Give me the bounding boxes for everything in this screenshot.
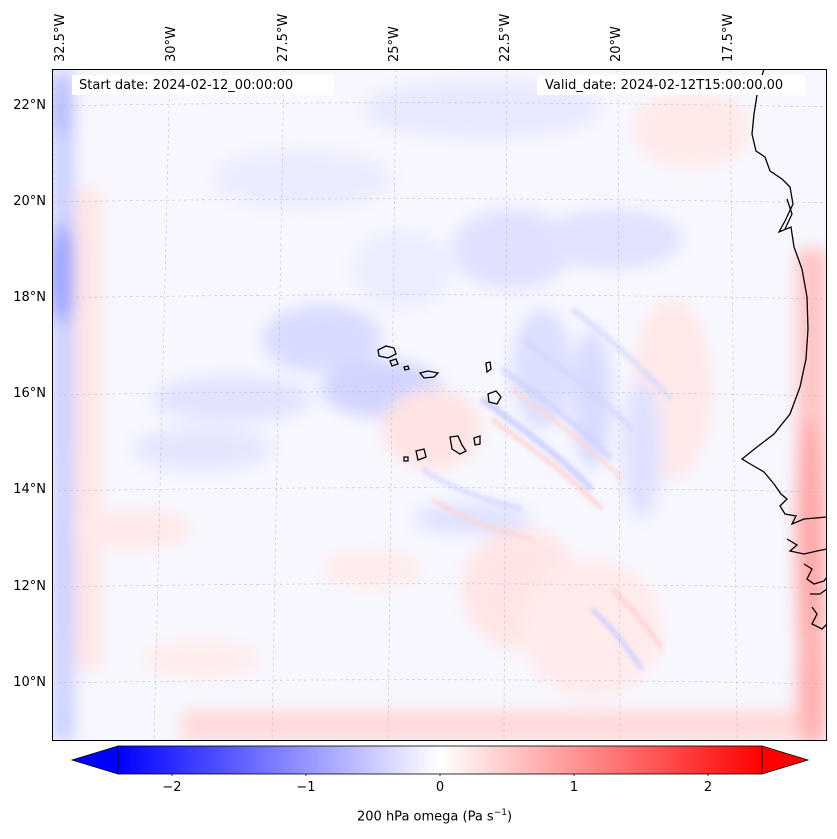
omega-field xyxy=(52,69,827,741)
lon-label-20w: 20°W xyxy=(609,26,624,62)
colorbar-title-end: ) xyxy=(506,809,513,825)
lon-label-22-5w: 22.5°W xyxy=(498,13,513,62)
island-santa-luzia xyxy=(403,365,410,371)
lat-label-22n: 22°N xyxy=(13,98,46,113)
cape-verde-islands xyxy=(377,345,502,462)
colorbar-body xyxy=(117,745,763,775)
lat-label-14n: 14°N xyxy=(13,482,46,497)
island-sal xyxy=(485,361,492,374)
map-frame xyxy=(52,69,827,741)
coastline xyxy=(740,69,827,630)
colorbar-tick-label: −1 xyxy=(296,780,316,795)
colorbar-extend-low xyxy=(70,745,119,775)
lon-label-25w: 25°W xyxy=(387,26,402,62)
valid-date-label: Valid_date: 2024-02-12T15:00:00.00 xyxy=(545,78,784,93)
colorbar-title-main: 200 hPa omega (Pa s xyxy=(357,809,494,825)
lat-label-20n: 20°N xyxy=(13,194,46,209)
island-fogo xyxy=(415,448,427,461)
colorbar-extend-high xyxy=(761,745,810,775)
island-sao-vicente xyxy=(389,358,399,367)
lat-label-18n: 18°N xyxy=(13,290,46,305)
colorbar-title: 200 hPa omega (Pa s−1) xyxy=(357,808,512,824)
colorbar-tick-label: 2 xyxy=(703,780,713,795)
lat-label-10n: 10°N xyxy=(13,675,46,690)
island-brava xyxy=(403,456,409,462)
island-santiago xyxy=(449,435,467,455)
colorbar xyxy=(70,745,810,776)
map-panel xyxy=(52,69,827,741)
colorbar-tick-label: 0 xyxy=(435,780,445,795)
colorbar-tick-label: 1 xyxy=(569,780,579,795)
island-maio xyxy=(473,435,481,446)
lon-label-27-5w: 27.5°W xyxy=(276,13,291,62)
lon-label-17-5w: 17.5°W xyxy=(721,13,736,62)
colorbar-title-exponent: −1 xyxy=(493,808,507,818)
valid-date-box xyxy=(537,75,805,95)
island-santo-antao xyxy=(377,345,397,359)
lon-label-32-5w: 32.5°W xyxy=(53,13,68,62)
lon-label-30w: 30°W xyxy=(164,26,179,62)
island-sao-nicolau xyxy=(418,370,440,379)
colorbar-tick-label: −2 xyxy=(162,780,182,795)
start-date-label: Start date: 2024-02-12_00:00:00 xyxy=(79,78,294,93)
lat-label-16n: 16°N xyxy=(13,386,46,401)
gridlines xyxy=(52,69,827,741)
lat-label-12n: 12°N xyxy=(13,579,46,594)
island-boa-vista xyxy=(487,390,502,405)
start-date-box xyxy=(72,75,334,95)
